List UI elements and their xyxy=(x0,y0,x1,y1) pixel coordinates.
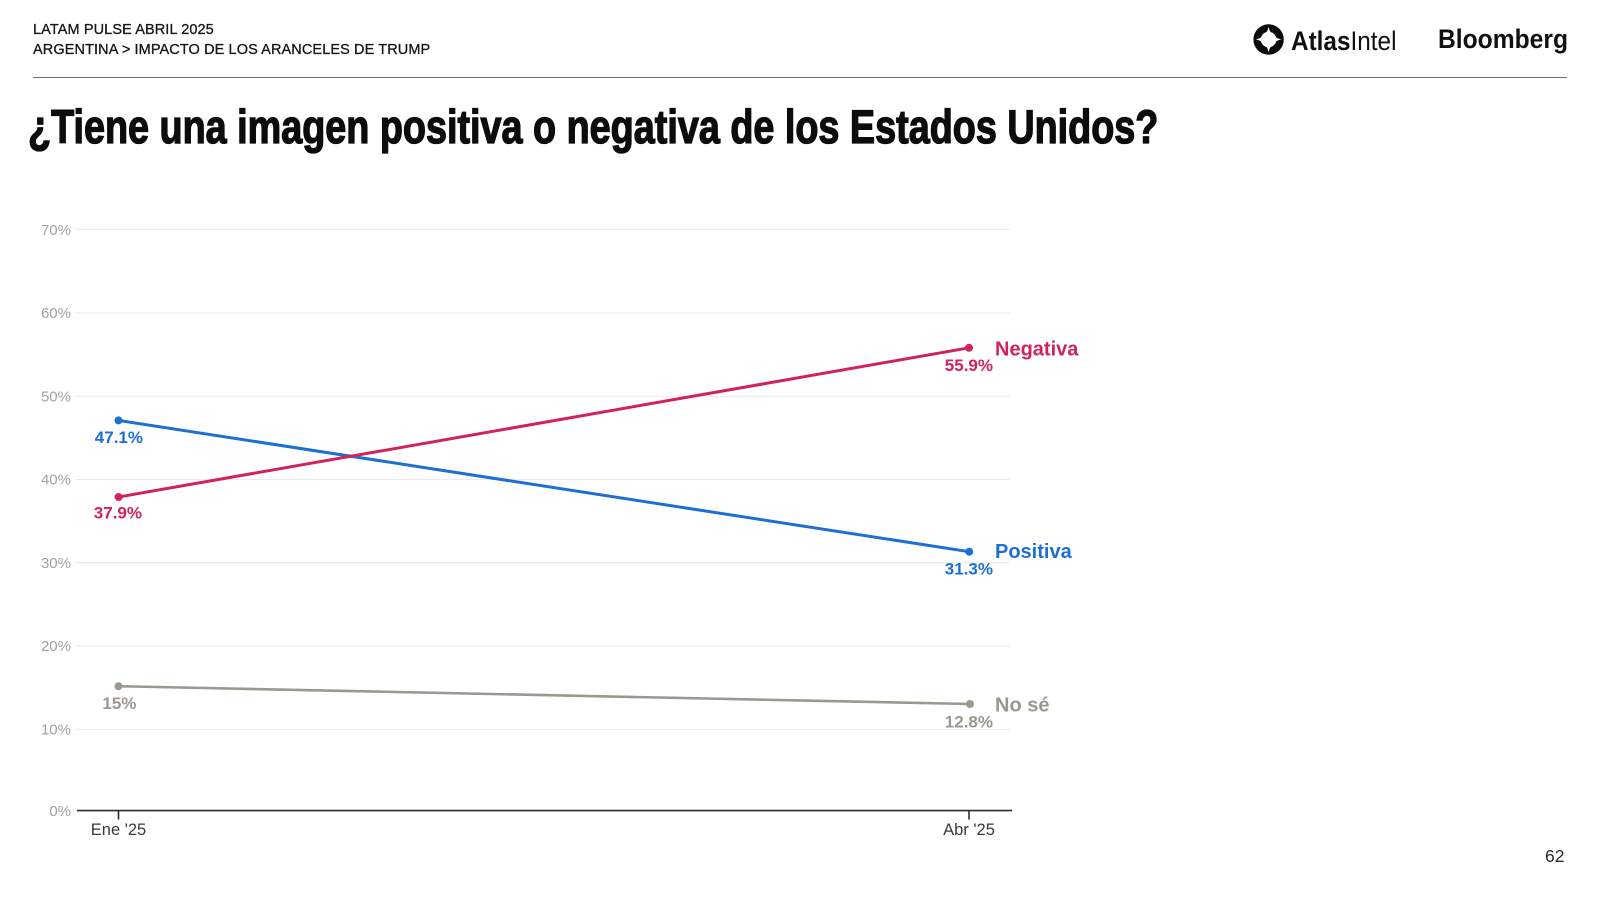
svg-text:70%: 70% xyxy=(41,222,71,239)
svg-text:Bloomberg: Bloomberg xyxy=(1438,24,1568,54)
svg-text:12.8%: 12.8% xyxy=(945,713,993,732)
svg-text:15%: 15% xyxy=(102,694,136,713)
svg-text:0%: 0% xyxy=(49,803,71,820)
svg-text:50%: 50% xyxy=(41,388,71,405)
svg-text:AtlasIntel: AtlasIntel xyxy=(1291,26,1397,56)
svg-text:31.3%: 31.3% xyxy=(945,560,993,579)
svg-text:37.9%: 37.9% xyxy=(94,504,142,523)
svg-text:60%: 60% xyxy=(41,305,71,322)
svg-text:47.1%: 47.1% xyxy=(95,428,143,447)
svg-text:Abr '25: Abr '25 xyxy=(943,821,995,839)
svg-text:10%: 10% xyxy=(41,722,71,739)
svg-text:Positiva: Positiva xyxy=(995,541,1073,563)
svg-text:20%: 20% xyxy=(41,638,71,655)
svg-text:55.9%: 55.9% xyxy=(945,356,993,375)
svg-text:Negativa: Negativa xyxy=(995,339,1079,361)
svg-text:No sé: No sé xyxy=(995,695,1049,717)
svg-text:30%: 30% xyxy=(41,555,71,572)
svg-text:Ene '25: Ene '25 xyxy=(91,821,146,839)
svg-text:40%: 40% xyxy=(41,472,71,489)
